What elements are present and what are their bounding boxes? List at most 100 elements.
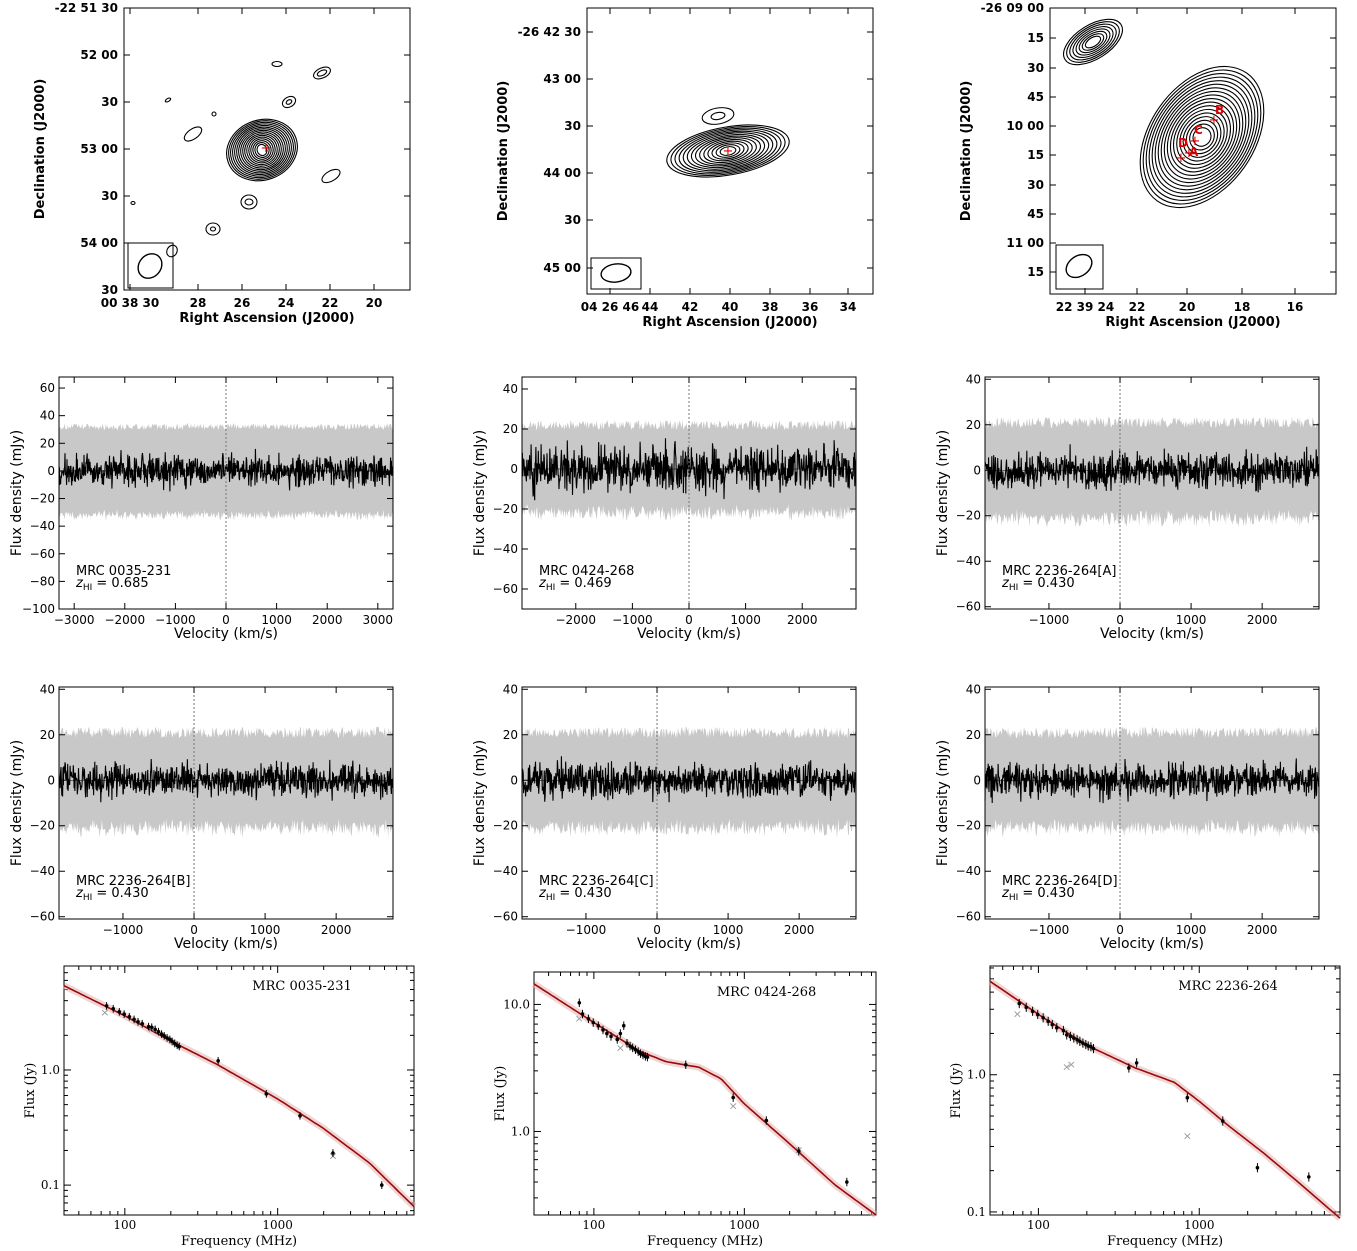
y-tick-label: 15 [1027, 31, 1044, 45]
data-point [170, 1039, 174, 1044]
y-tick-label: 1.0 [511, 1124, 530, 1138]
data-point [1078, 1039, 1082, 1044]
y-tick-label: −40 [956, 864, 981, 878]
y-tick-label: 44 00 [543, 166, 581, 180]
y-tick-label: −60 [493, 582, 518, 596]
contour-level [1182, 116, 1222, 158]
marker-b-cross: + [1209, 113, 1220, 128]
x-tick-label: 00 38 30 [101, 296, 159, 310]
data-point [1061, 1028, 1066, 1033]
y-tick-label: 20 [966, 418, 981, 432]
data-point [586, 1017, 591, 1021]
data-point [796, 1149, 801, 1153]
data-point [298, 1113, 302, 1118]
x-axis-label: Right Ascension (J2000) [179, 311, 354, 326]
contour-level [1157, 87, 1247, 187]
data-point [165, 1036, 169, 1040]
y-tick-label: -26 09 00 [981, 1, 1044, 15]
contour-level [232, 123, 292, 177]
x-tick-label: 1000 [730, 613, 761, 627]
data-point [1035, 1012, 1040, 1017]
beam-box [590, 257, 642, 290]
y-tick-label: −20 [30, 819, 55, 833]
plot-frame [63, 965, 415, 1216]
y-tick-label: 0 [510, 773, 518, 787]
axes: 00 38 30 28 26 24 22 20 -22 51 30 52 00 30 53 00 3… [33, 1, 410, 326]
y-tick-label: −20 [956, 509, 981, 523]
outlier-point: × [1013, 1007, 1022, 1020]
y-tick-label: 10.0 [503, 997, 530, 1011]
y-tick-label: 0 [510, 462, 518, 476]
contour-level [1166, 98, 1238, 176]
contour-level [228, 120, 296, 180]
y-axis-label: Flux (Jy) [23, 1063, 38, 1119]
data-point [1072, 1036, 1076, 1040]
data-point [127, 1014, 132, 1019]
data-point [580, 1012, 585, 1016]
y-tick-label: −60 [30, 547, 55, 561]
contour-level [1084, 35, 1102, 49]
spectrum-mrc2236-264-d: −1000 0 1000 2000 −60 −40 −20 0 20 40 Velocity (km… [935, 682, 1320, 952]
data-point [1017, 1001, 1022, 1006]
chart-title: MRC 0424-268 [717, 985, 816, 1000]
data-point [104, 1004, 109, 1008]
source-name: MRC 2236-264[B] [76, 874, 190, 889]
contour-level [703, 138, 753, 164]
y-tick-label: 20 [503, 422, 518, 436]
y-tick-label: −40 [30, 519, 55, 533]
contour-level [1145, 73, 1259, 201]
contour-level [1148, 76, 1256, 198]
y-axis-label: Flux density (mJy) [935, 430, 951, 556]
x-axis-label: Frequency (MHz) [181, 1234, 297, 1249]
plot-frame [984, 686, 1320, 920]
sed-mrc0424-268: 100 1000 1.0 10.0 Frequency (MHz) Flux (Jy) MR… [493, 971, 879, 1249]
x-axis-label: Velocity (km/s) [1100, 936, 1204, 952]
x-tick-label: 38 [762, 300, 779, 314]
y-tick-label: 30 [101, 283, 118, 297]
y-axis-label: Declination (J2000) [496, 81, 511, 222]
source-name: MRC 2236-264[C] [539, 874, 654, 889]
redshift-label: zHI = 0.430 [75, 886, 149, 903]
y-tick-label: 45 [1027, 90, 1044, 104]
contour-level [1081, 33, 1105, 51]
y-tick-label: 0.1 [967, 1205, 986, 1219]
y-tick-label: 30 [564, 119, 581, 133]
x-tick-label: 16 [1287, 300, 1304, 314]
contour-level [1185, 119, 1219, 155]
data-point [731, 1095, 735, 1100]
data-point [1024, 1005, 1029, 1010]
source-name: MRC 0424-268 [539, 564, 634, 579]
spectrum-mrc0035-231: −3000 −2000 −1000 0 1000 2000 3000 −100 −80 −60 −4… [9, 376, 394, 642]
spectrum-line [984, 758, 1320, 804]
x-tick-label: 1000 [1176, 923, 1207, 937]
source-name: MRC 2236-264[D] [1002, 874, 1118, 889]
contour-level [711, 142, 745, 160]
data-point [1091, 1046, 1096, 1051]
spectrum-line [521, 438, 857, 501]
y-tick-label: −40 [956, 554, 981, 568]
x-tick-label: 1000 [262, 1218, 293, 1232]
plot-frame [989, 965, 1341, 1216]
contour-level [1069, 23, 1117, 61]
spectrum-mrc0424-268: −2000 −1000 0 1000 2000 −60 −40 −20 0 20 40 Velocit… [472, 376, 857, 642]
contour-level [666, 124, 790, 178]
data-point [1030, 1009, 1035, 1014]
y-tick-label: 54 00 [80, 236, 118, 250]
x-tick-label: 42 [682, 300, 699, 314]
spectrum-mrc2236-264-a: −1000 0 1000 2000 −60 −40 −20 0 20 40 Velocity (km… [935, 372, 1320, 642]
outlier-point: × [100, 1006, 109, 1019]
contour-level [1063, 18, 1123, 66]
x-tick-label: −3000 [54, 613, 95, 627]
redshift-label: zHI = 0.430 [1001, 576, 1075, 593]
contour-lines [1139, 65, 1265, 209]
x-axis-label: Right Ascension (J2000) [1105, 315, 1280, 330]
data-point [845, 1180, 849, 1184]
contour-level [230, 121, 294, 179]
marker-a-cross: + [1176, 151, 1187, 166]
y-tick-label: 10 00 [1006, 119, 1044, 133]
y-tick-label: 15 [1027, 265, 1044, 279]
x-tick-label: 100 [1027, 1218, 1050, 1232]
x-tick-label: −1000 [1029, 613, 1070, 627]
contour-level [686, 132, 770, 170]
y-tick-label: 1.0 [967, 1068, 986, 1082]
